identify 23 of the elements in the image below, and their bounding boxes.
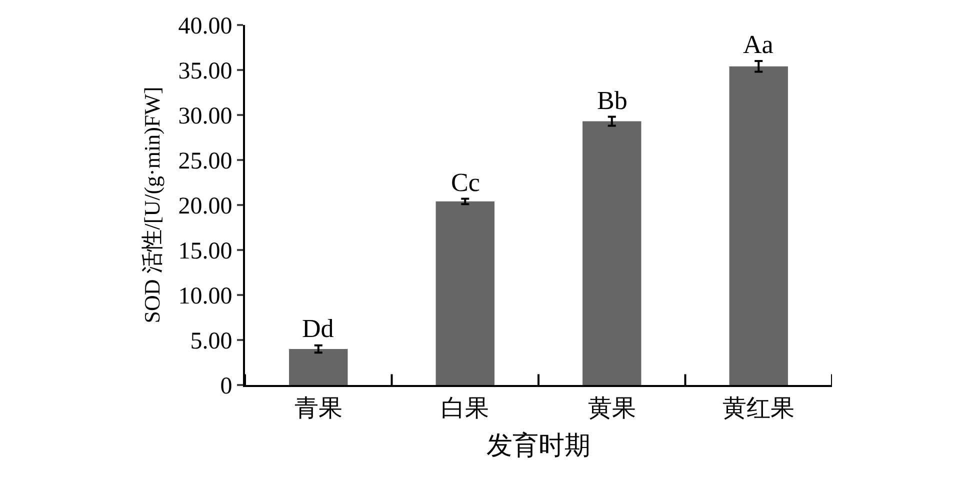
bar xyxy=(436,201,494,385)
y-tick-label: 30.00 xyxy=(178,103,232,130)
bar xyxy=(289,349,348,385)
y-tick-label: 15.00 xyxy=(178,238,232,264)
annotation: Aa xyxy=(743,30,774,59)
bar xyxy=(582,121,642,385)
annotation: Cc xyxy=(451,168,480,197)
y-tick-label: 5.00 xyxy=(190,328,232,354)
y-tick-label: 0 xyxy=(220,373,232,400)
x-tick-label: 青果 xyxy=(294,396,342,422)
y-tick-label: 10.00 xyxy=(178,283,232,310)
annotation: Bb xyxy=(597,86,628,115)
x-tick-label: 白果 xyxy=(441,396,490,422)
bar xyxy=(729,66,788,385)
annotation: Dd xyxy=(302,314,334,343)
y-tick-label: 40.00 xyxy=(178,13,232,40)
y-tick-label: 25.00 xyxy=(178,148,232,174)
y-axis-title: SOD 活性/[U/(g·min)FW] xyxy=(140,86,164,324)
x-tick-label: 黄果 xyxy=(588,396,636,422)
x-axis-title: 发育时期 xyxy=(486,431,590,460)
x-tick-label: 黄红果 xyxy=(722,396,795,422)
y-tick-label: 35.00 xyxy=(178,58,232,84)
y-tick-label: 20.00 xyxy=(178,193,232,220)
